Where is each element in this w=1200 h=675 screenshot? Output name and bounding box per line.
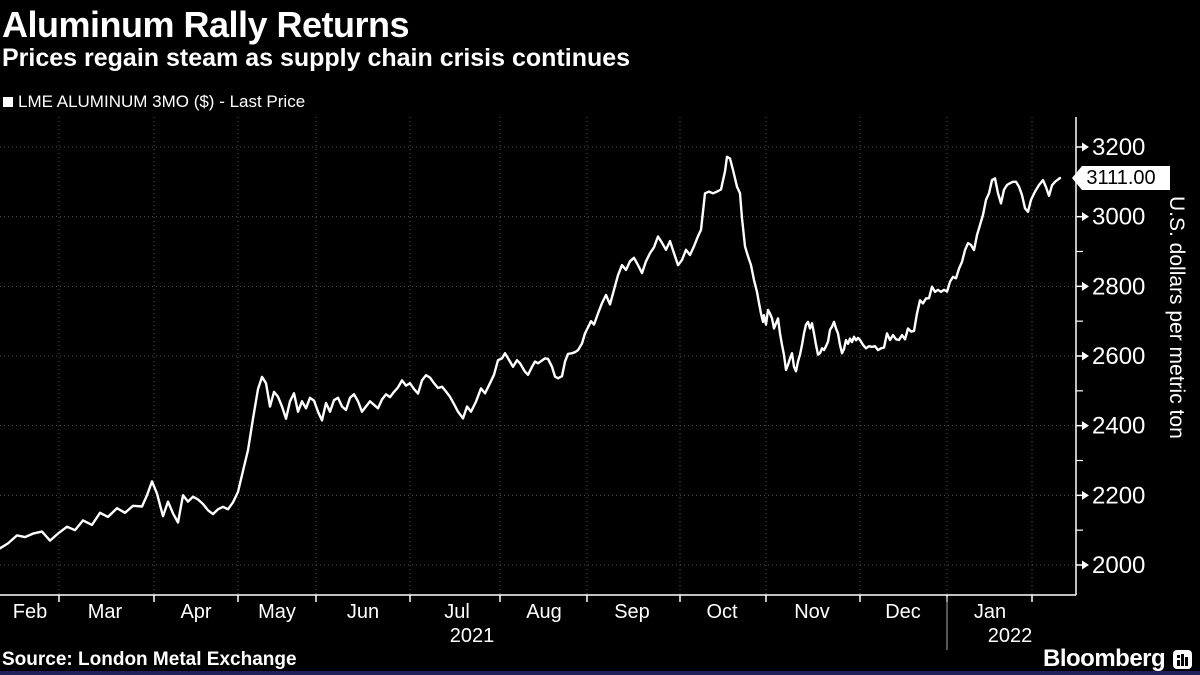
bloomberg-logo: Bloomberg [1043, 645, 1193, 673]
y-axis-title: U.S. dollars per metric ton [1165, 196, 1188, 439]
y-tick-arrow-icon [1082, 560, 1089, 570]
x-tick-label-apr: Apr [180, 601, 211, 623]
x-tick-label-mar: Mar [88, 601, 123, 623]
year-label-2022: 2022 [988, 625, 1033, 647]
x-tick-label-dec: Dec [885, 601, 921, 623]
x-tick-label-oct: Oct [706, 601, 738, 623]
bottom-accent-strip [0, 671, 1200, 675]
y-tick-label-2800: 2800 [1092, 273, 1145, 300]
last-price-value: 3111.00 [1086, 167, 1156, 189]
x-tick-label-may: May [258, 601, 296, 623]
x-tick-label-sep: Sep [614, 601, 650, 623]
y-tick-label-2600: 2600 [1092, 343, 1145, 370]
y-tick-arrow-icon [1082, 281, 1089, 291]
legend-swatch-icon [3, 97, 13, 107]
y-tick-arrow-icon [1082, 351, 1089, 361]
y-tick-arrow-icon [1082, 142, 1089, 152]
x-tick-label-aug: Aug [526, 601, 562, 623]
bloomberg-wordmark: Bloomberg [1043, 645, 1166, 672]
legend-label: LME ALUMINUM 3MO ($) - Last Price [18, 92, 306, 111]
x-tick-label-nov: Nov [794, 601, 830, 623]
page-title: Aluminum Rally Returns [2, 4, 410, 45]
y-tick-label-2400: 2400 [1092, 413, 1145, 440]
y-tick-arrow-icon [1082, 421, 1089, 431]
price-line [0, 155, 1062, 550]
x-tick-label-feb: Feb [13, 601, 47, 623]
x-tick-label-jun: Jun [347, 601, 379, 623]
year-label-2021: 2021 [450, 625, 495, 647]
legend: LME ALUMINUM 3MO ($) - Last Price [3, 92, 305, 112]
y-tick-label-3000: 3000 [1092, 204, 1145, 231]
x-tick-label-jul: Jul [444, 601, 470, 623]
bloomberg-terminal-icon [1173, 649, 1193, 669]
y-tick-arrow-icon [1082, 212, 1089, 222]
page-subtitle: Prices regain steam as supply chain cris… [2, 44, 631, 72]
source-note: Source: London Metal Exchange [2, 649, 297, 670]
last-price-tag: 3111.00 [1072, 166, 1170, 190]
y-tick-label-2200: 2200 [1092, 482, 1145, 509]
y-tick-label-2000: 2000 [1092, 552, 1145, 579]
y-tick-label-3200: 3200 [1092, 134, 1145, 161]
x-tick-label-jan: Jan [974, 601, 1006, 623]
y-tick-arrow-icon [1082, 490, 1089, 500]
